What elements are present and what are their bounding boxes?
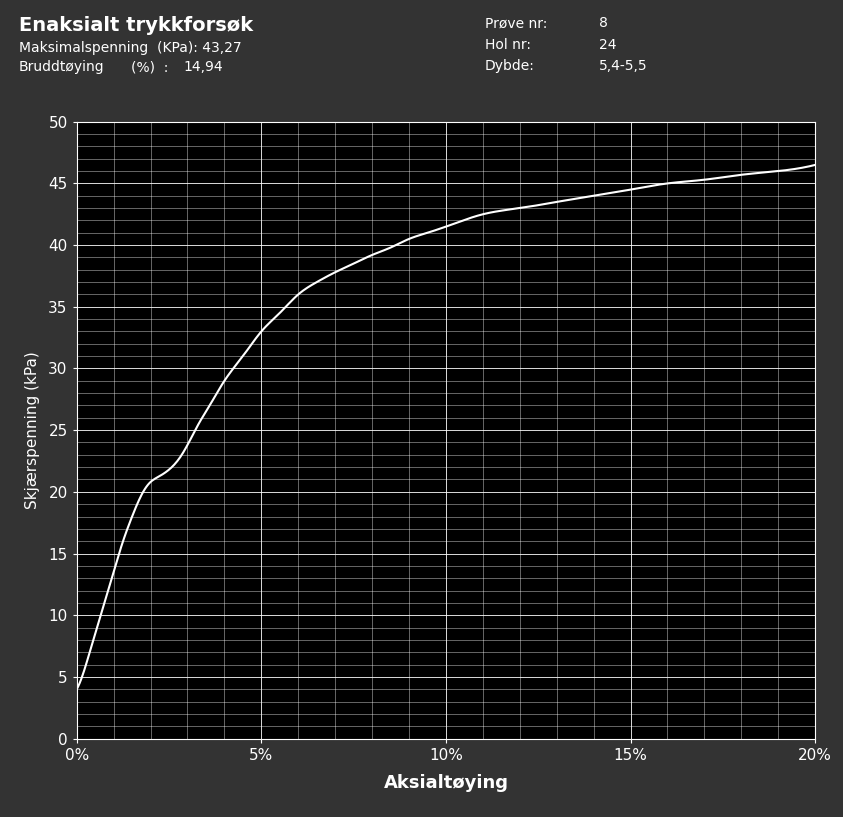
Text: 8: 8 [599,16,608,30]
Text: Bruddtøying: Bruddtøying [19,60,105,74]
Text: (%)  :: (%) : [131,60,168,74]
Text: 5,4-5,5: 5,4-5,5 [599,59,647,73]
Text: Prøve nr:: Prøve nr: [485,16,547,30]
X-axis label: Aksialtøying: Aksialtøying [384,774,508,792]
Text: Enaksialt trykkforsøk: Enaksialt trykkforsøk [19,16,253,35]
Text: 24: 24 [599,38,616,51]
Y-axis label: Skjærspenning (kPa): Skjærspenning (kPa) [25,351,40,509]
Text: Maksimalspenning  (KPa): 43,27: Maksimalspenning (KPa): 43,27 [19,41,241,55]
Text: Hol nr:: Hol nr: [485,38,531,51]
Text: 14,94: 14,94 [184,60,223,74]
Text: Dybde:: Dybde: [485,59,534,73]
